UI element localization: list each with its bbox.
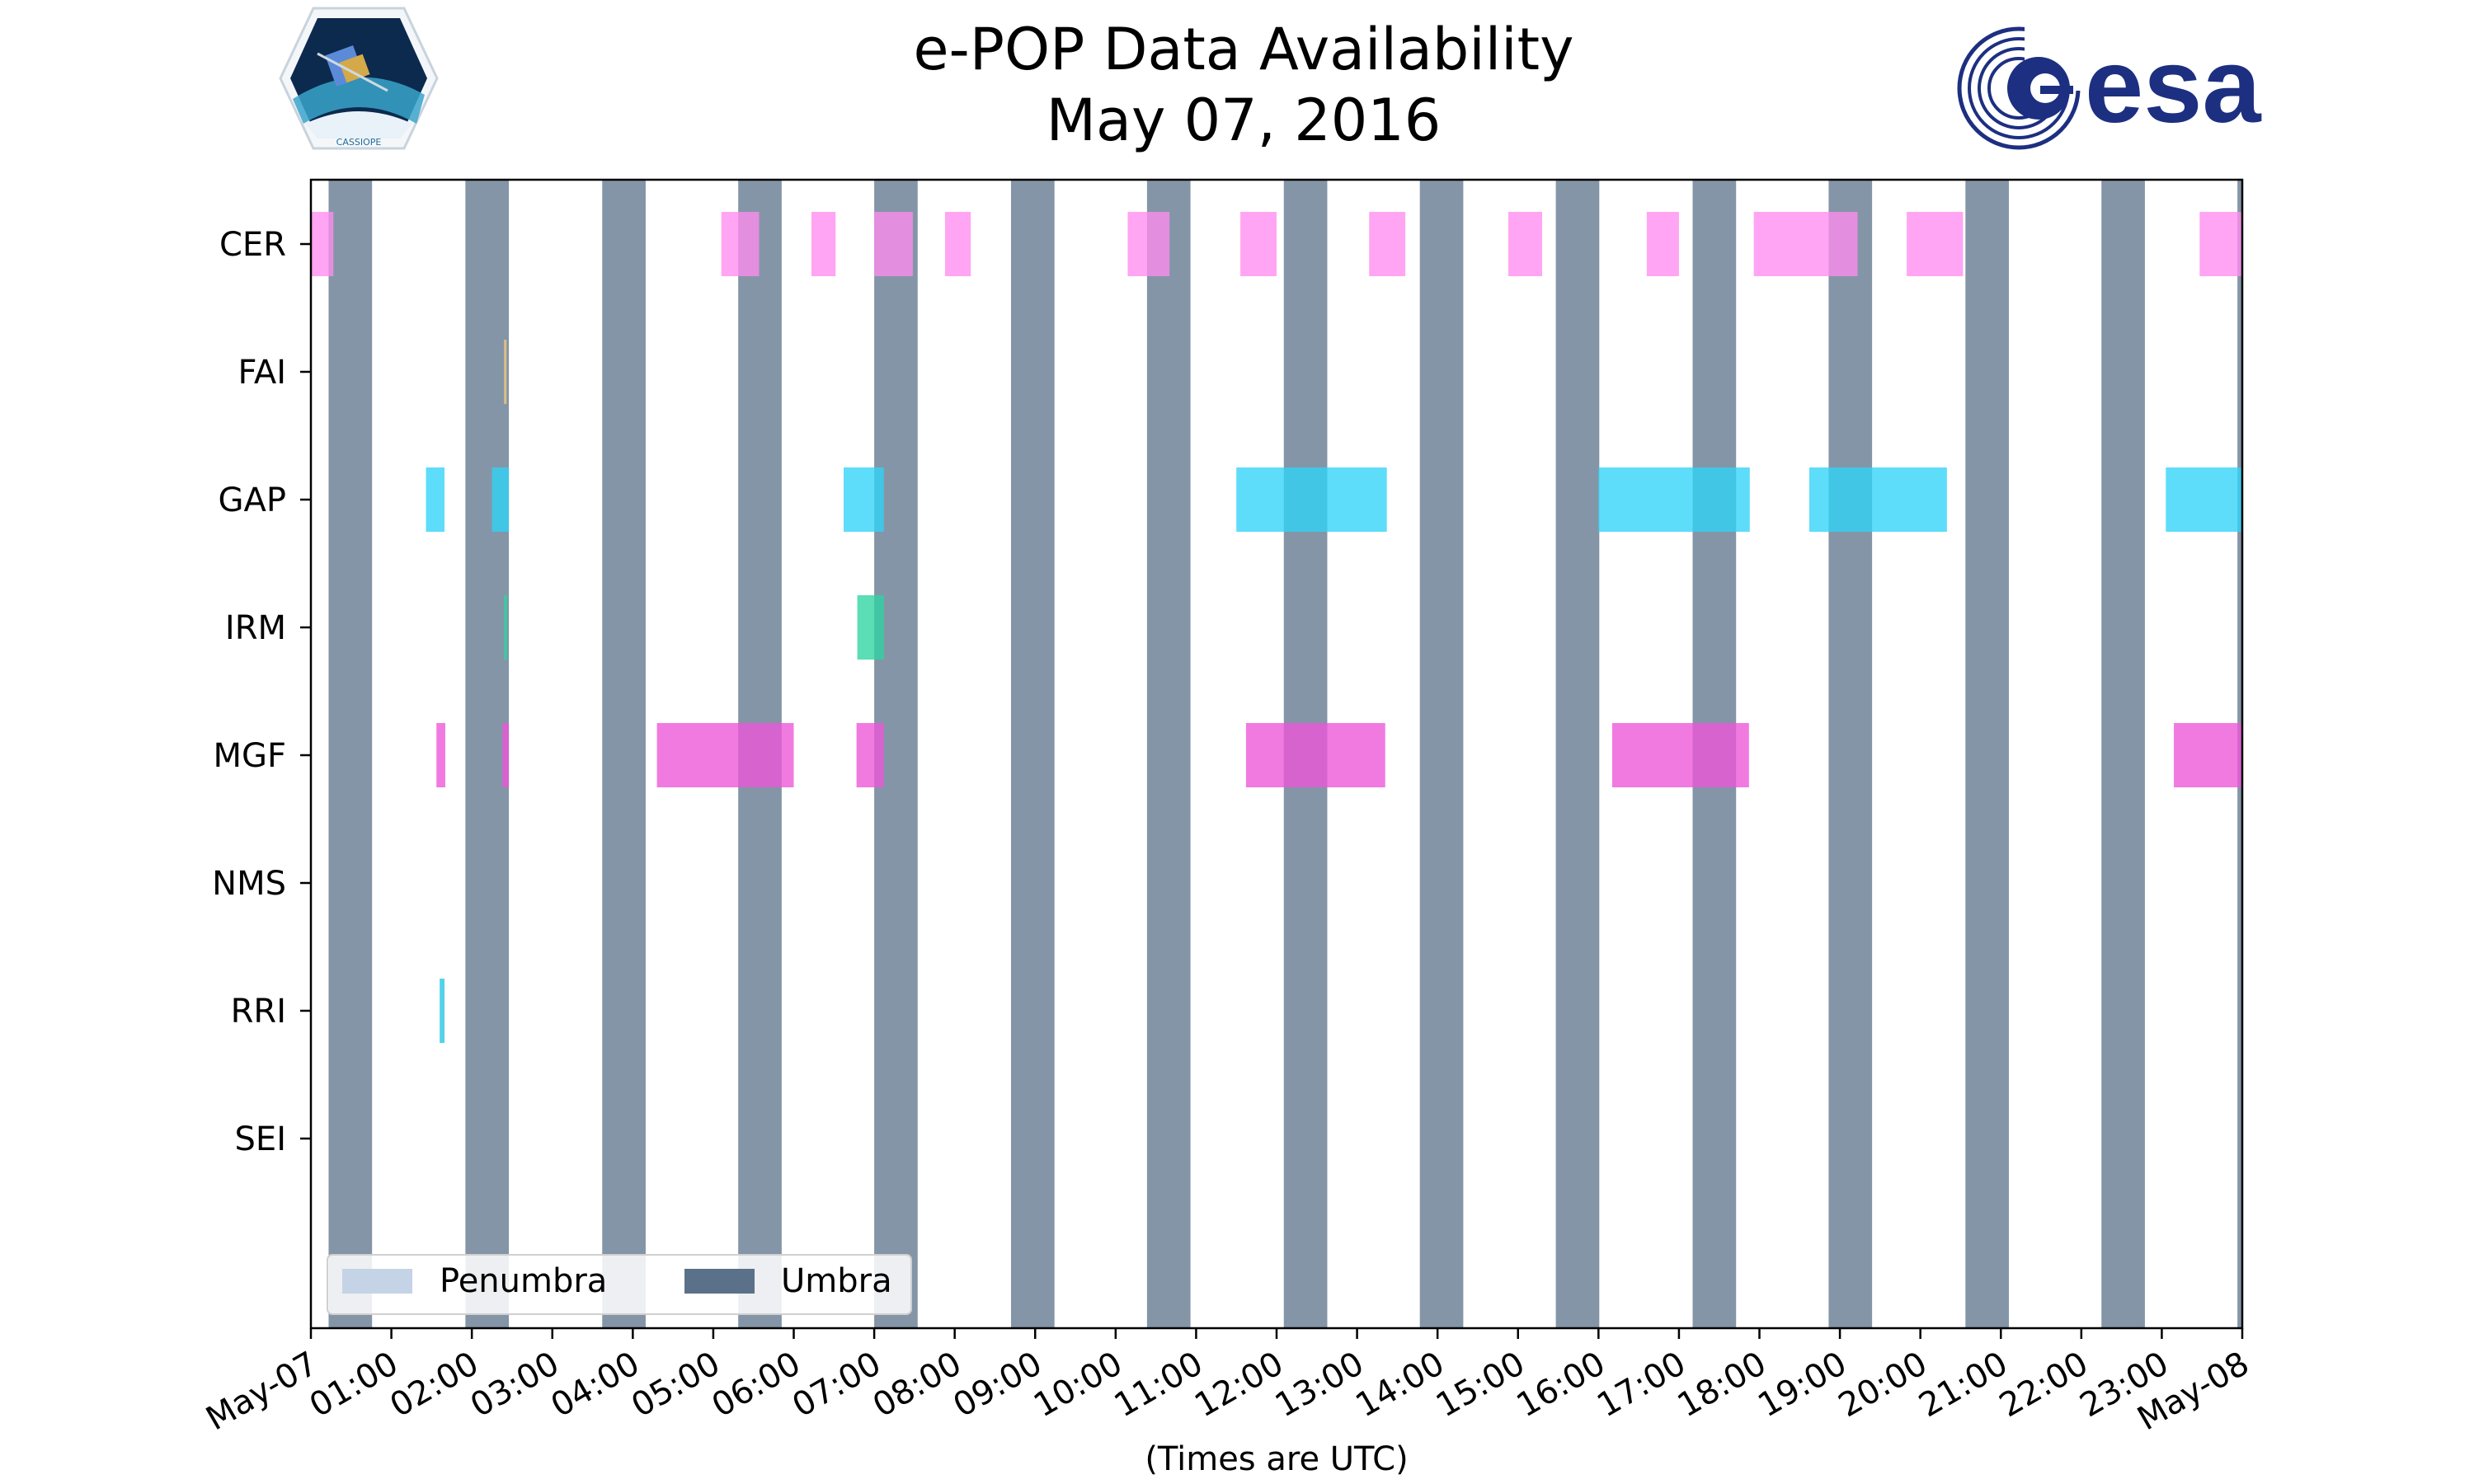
bar-cer [2199, 212, 2242, 276]
x-tick-label: 09:00 [947, 1345, 1048, 1425]
bar-irm [857, 595, 884, 660]
y-axis: CER FAI GAP IRM MGF NMS RRI SEI [212, 226, 311, 1158]
bar-cer [311, 212, 334, 276]
y-tick-label: GAP [219, 481, 286, 519]
legend-box [327, 1254, 912, 1315]
x-tick-label: 08:00 [867, 1345, 968, 1425]
satellite-icon [317, 45, 388, 92]
x-tick-label: 06:00 [706, 1345, 807, 1425]
bar-mgf [1245, 723, 1385, 787]
x-tick-label: 19:00 [1752, 1345, 1853, 1425]
umbra-band [2101, 180, 2145, 1328]
bar-cer [1907, 212, 1964, 276]
bar-mgf [2174, 723, 2242, 787]
umbra-band [465, 180, 510, 1328]
chart-title: e-POP Data Availability [913, 16, 1573, 83]
esa-swirl-icon [1957, 25, 2091, 150]
umbra-band [328, 180, 373, 1328]
bar-cer [1369, 212, 1406, 276]
umbra-band [1146, 180, 1191, 1328]
esa-logo: esa [1957, 25, 2261, 150]
bar-gap [844, 467, 884, 532]
x-tick-label: 01:00 [303, 1345, 405, 1425]
bar-cer [721, 212, 760, 276]
bar-gap [1809, 467, 1947, 532]
bar-mgf [656, 723, 794, 787]
y-tick-label: NMS [212, 865, 286, 903]
x-tick-label: 20:00 [1832, 1345, 1934, 1425]
bar-mgf [436, 723, 445, 787]
bar-rri [440, 979, 444, 1043]
x-tick-label: 16:00 [1510, 1345, 1611, 1425]
umbra-band [602, 180, 646, 1328]
legend-swatch-penumbra [342, 1269, 412, 1294]
bar-gap [426, 467, 444, 532]
legend-label-umbra: Umbra [781, 1262, 892, 1300]
bar-cer [1753, 212, 1858, 276]
y-tick-label: FAI [238, 354, 287, 392]
y-tick-label: IRM [225, 609, 286, 647]
bar-cer [1127, 212, 1170, 276]
x-tick-label: 03:00 [464, 1345, 566, 1425]
bar-mgf [502, 723, 510, 787]
bar-fai [504, 340, 507, 404]
umbra-band [1828, 180, 1873, 1328]
bar-mgf [856, 723, 884, 787]
umbra-band [1419, 180, 1464, 1328]
x-tick-label: 17:00 [1591, 1345, 1692, 1425]
bar-cer [1240, 212, 1277, 276]
bar-cer [874, 212, 913, 276]
bar-gap [2166, 467, 2242, 532]
bar-irm [504, 595, 508, 660]
bar-cer [1508, 212, 1543, 276]
bar-cer [811, 212, 836, 276]
x-tick-label: 13:00 [1269, 1345, 1371, 1425]
cassiope-logo: CASSIOPE [279, 7, 439, 150]
umbra-band [1965, 180, 2010, 1328]
x-tick-label: 07:00 [786, 1345, 887, 1425]
x-tick-label: 21:00 [1912, 1345, 2014, 1425]
bar-gap [492, 467, 510, 532]
legend-swatch-umbra [684, 1269, 755, 1294]
bar-cer [1646, 212, 1679, 276]
umbra-band [1010, 180, 1055, 1328]
y-tick-label: SEI [235, 1120, 286, 1158]
esa-logo-text: esa [2085, 27, 2261, 145]
x-tick-label: 10:00 [1028, 1345, 1129, 1425]
x-tick-label: 12:00 [1188, 1345, 1290, 1425]
x-tick-label: 05:00 [625, 1345, 727, 1425]
y-tick-label: MGF [213, 737, 286, 775]
x-tick-label: 04:00 [544, 1345, 646, 1425]
x-tick-label: 11:00 [1108, 1345, 1210, 1425]
legend-label-penumbra: Penumbra [440, 1262, 607, 1300]
bar-cer [944, 212, 971, 276]
bar-gap [1236, 467, 1387, 532]
bar-mgf [1611, 723, 1749, 787]
x-tick-label: 14:00 [1349, 1345, 1451, 1425]
bar-gap [1598, 467, 1750, 532]
x-tick-label: 02:00 [383, 1345, 485, 1425]
y-tick-label: CER [219, 226, 286, 264]
x-axis: May-0701:0002:0003:0004:0005:0006:0007:0… [200, 1328, 2255, 1438]
y-tick-label: RRI [231, 993, 286, 1031]
legend: Penumbra Umbra [327, 1254, 912, 1315]
cassiope-logo-text: CASSIOPE [336, 137, 382, 148]
x-tick-label: 15:00 [1430, 1345, 1531, 1425]
umbra-bands [328, 180, 2242, 1328]
umbra-band [1555, 180, 1600, 1328]
x-axis-label: (Times are UTC) [1145, 1440, 1408, 1478]
x-tick-label: 18:00 [1672, 1345, 1773, 1425]
x-tick-label: 22:00 [1993, 1345, 2095, 1425]
instrument-series [311, 212, 2242, 1043]
chart-subtitle: May 07, 2016 [1047, 87, 1442, 154]
